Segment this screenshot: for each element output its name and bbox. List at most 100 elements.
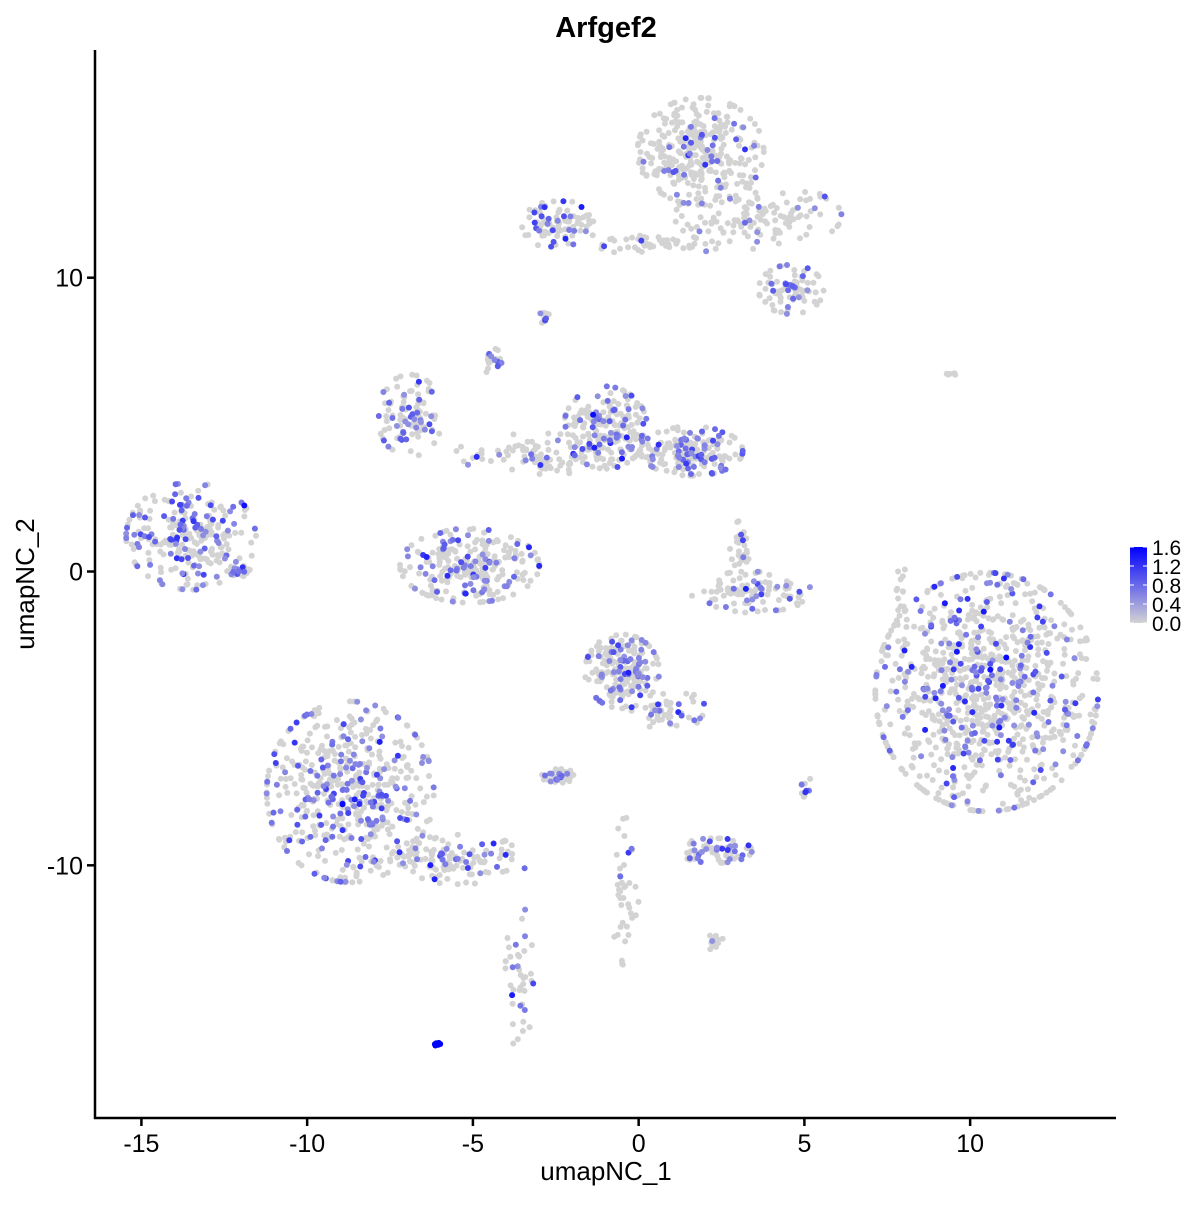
cell-point xyxy=(325,799,332,806)
cell-point xyxy=(983,713,989,720)
cell-point xyxy=(730,229,737,236)
cell-point xyxy=(574,394,581,401)
cell-point xyxy=(1083,741,1090,748)
cell-point xyxy=(557,431,564,438)
cell-point xyxy=(596,465,603,472)
cell-point xyxy=(718,145,725,152)
cell-point xyxy=(806,584,813,591)
cell-point xyxy=(439,837,446,844)
cell-point xyxy=(499,571,506,578)
cell-point xyxy=(741,215,748,222)
cell-point xyxy=(690,234,697,241)
cell-point xyxy=(804,265,811,272)
cell-point xyxy=(1019,714,1026,721)
cell-point xyxy=(661,446,668,453)
cell-point xyxy=(298,776,305,783)
cell-point xyxy=(527,552,534,559)
cell-point xyxy=(994,656,1001,663)
cell-point xyxy=(589,232,596,239)
cell-point xyxy=(600,409,607,416)
cell-point xyxy=(501,547,507,554)
cell-point xyxy=(981,737,988,744)
cell-point xyxy=(969,722,976,729)
cell-point xyxy=(318,821,325,828)
cell-point xyxy=(994,581,1001,588)
cell-point xyxy=(220,507,227,514)
cell-point xyxy=(1022,591,1029,598)
cell-point xyxy=(963,631,970,638)
cell-point xyxy=(1012,756,1018,763)
cell-point xyxy=(394,854,401,861)
cell-point xyxy=(1027,633,1034,640)
cell-point xyxy=(679,166,686,173)
cell-point xyxy=(596,639,603,646)
cell-point xyxy=(292,829,299,836)
cell-point xyxy=(476,857,483,864)
cell-point xyxy=(617,245,623,252)
cell-point xyxy=(377,430,384,437)
cell-point xyxy=(946,689,953,696)
cell-point xyxy=(1010,667,1017,674)
cell-point xyxy=(712,596,719,603)
cell-point xyxy=(465,461,471,468)
cell-point xyxy=(769,302,776,308)
cell-point xyxy=(665,241,672,248)
cell-point xyxy=(688,169,695,176)
cell-point xyxy=(655,661,662,668)
cell-point xyxy=(630,434,637,440)
cell-point xyxy=(722,129,729,136)
cell-point xyxy=(515,951,521,958)
cell-point xyxy=(786,595,793,602)
cell-point xyxy=(724,836,731,842)
cell-point xyxy=(774,278,780,285)
cell-point xyxy=(526,1024,533,1031)
cell-point xyxy=(232,558,239,565)
cell-point xyxy=(462,590,469,597)
cell-point xyxy=(816,190,823,197)
cell-point xyxy=(428,388,435,395)
cell-point xyxy=(432,532,439,539)
cell-point xyxy=(810,279,817,286)
cell-point xyxy=(835,221,842,228)
cell-point xyxy=(938,700,945,707)
cell-point xyxy=(418,535,425,542)
cell-point xyxy=(737,106,744,113)
cell-point xyxy=(338,751,345,758)
cell-point xyxy=(940,649,947,656)
cell-point xyxy=(673,191,680,198)
cell-point xyxy=(715,110,722,117)
cell-point xyxy=(1017,618,1024,625)
cell-point xyxy=(537,310,544,317)
cell-point xyxy=(330,813,337,820)
cell-point xyxy=(902,770,909,777)
cell-point xyxy=(536,562,543,569)
cell-point xyxy=(1048,728,1055,735)
cell-point xyxy=(160,551,167,558)
cell-point xyxy=(972,574,979,581)
cell-point xyxy=(343,764,350,771)
cell-point xyxy=(1036,683,1043,690)
cell-point xyxy=(648,711,655,718)
cell-point xyxy=(356,801,363,807)
cell-point xyxy=(407,797,414,804)
cell-point xyxy=(339,781,346,788)
cell-point xyxy=(625,406,632,413)
cell-point xyxy=(343,861,350,868)
cell-point xyxy=(130,512,136,519)
cell-point xyxy=(935,711,942,718)
cell-point xyxy=(348,715,355,722)
cell-point xyxy=(972,669,979,676)
cell-point xyxy=(978,667,985,674)
cell-point xyxy=(707,932,713,939)
cell-point xyxy=(701,588,708,595)
cell-point xyxy=(265,773,271,780)
cell-point xyxy=(1024,756,1030,763)
cell-point xyxy=(354,846,361,853)
cell-point xyxy=(997,732,1004,739)
cell-point xyxy=(608,456,615,463)
cell-point xyxy=(948,802,955,809)
cell-point xyxy=(960,750,967,757)
cell-point xyxy=(978,691,985,698)
cell-point xyxy=(742,219,748,226)
cell-point xyxy=(447,531,454,538)
